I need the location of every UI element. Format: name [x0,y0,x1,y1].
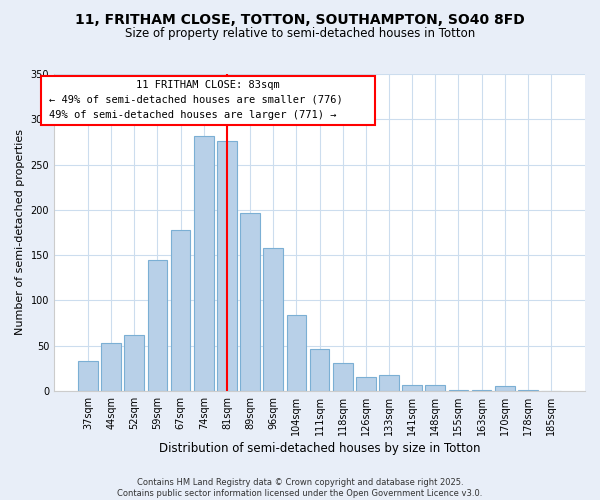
Bar [495,386,515,391]
Bar [379,374,399,391]
Bar [263,248,283,391]
Bar [402,386,422,391]
Bar [101,343,121,391]
Bar [333,363,353,391]
Bar [217,141,237,391]
Text: Contains HM Land Registry data © Crown copyright and database right 2025.
Contai: Contains HM Land Registry data © Crown c… [118,478,482,498]
Bar [356,377,376,391]
Bar [287,315,306,391]
Bar [194,136,214,391]
Y-axis label: Number of semi-detached properties: Number of semi-detached properties [15,130,25,336]
Bar [310,349,329,391]
Text: 11, FRITHAM CLOSE, TOTTON, SOUTHAMPTON, SO40 8FD: 11, FRITHAM CLOSE, TOTTON, SOUTHAMPTON, … [75,12,525,26]
FancyBboxPatch shape [41,76,375,124]
Bar [171,230,190,391]
Text: Size of property relative to semi-detached houses in Totton: Size of property relative to semi-detach… [125,28,475,40]
Text: 49% of semi-detached houses are larger (771) →: 49% of semi-detached houses are larger (… [49,110,336,120]
Text: 11 FRITHAM CLOSE: 83sqm: 11 FRITHAM CLOSE: 83sqm [136,80,280,90]
Bar [148,260,167,391]
Bar [449,390,468,391]
Text: ← 49% of semi-detached houses are smaller (776): ← 49% of semi-detached houses are smalle… [49,94,343,104]
X-axis label: Distribution of semi-detached houses by size in Totton: Distribution of semi-detached houses by … [159,442,480,455]
Bar [472,390,491,391]
Bar [124,334,144,391]
Bar [240,214,260,391]
Bar [78,361,98,391]
Bar [425,386,445,391]
Bar [518,390,538,391]
